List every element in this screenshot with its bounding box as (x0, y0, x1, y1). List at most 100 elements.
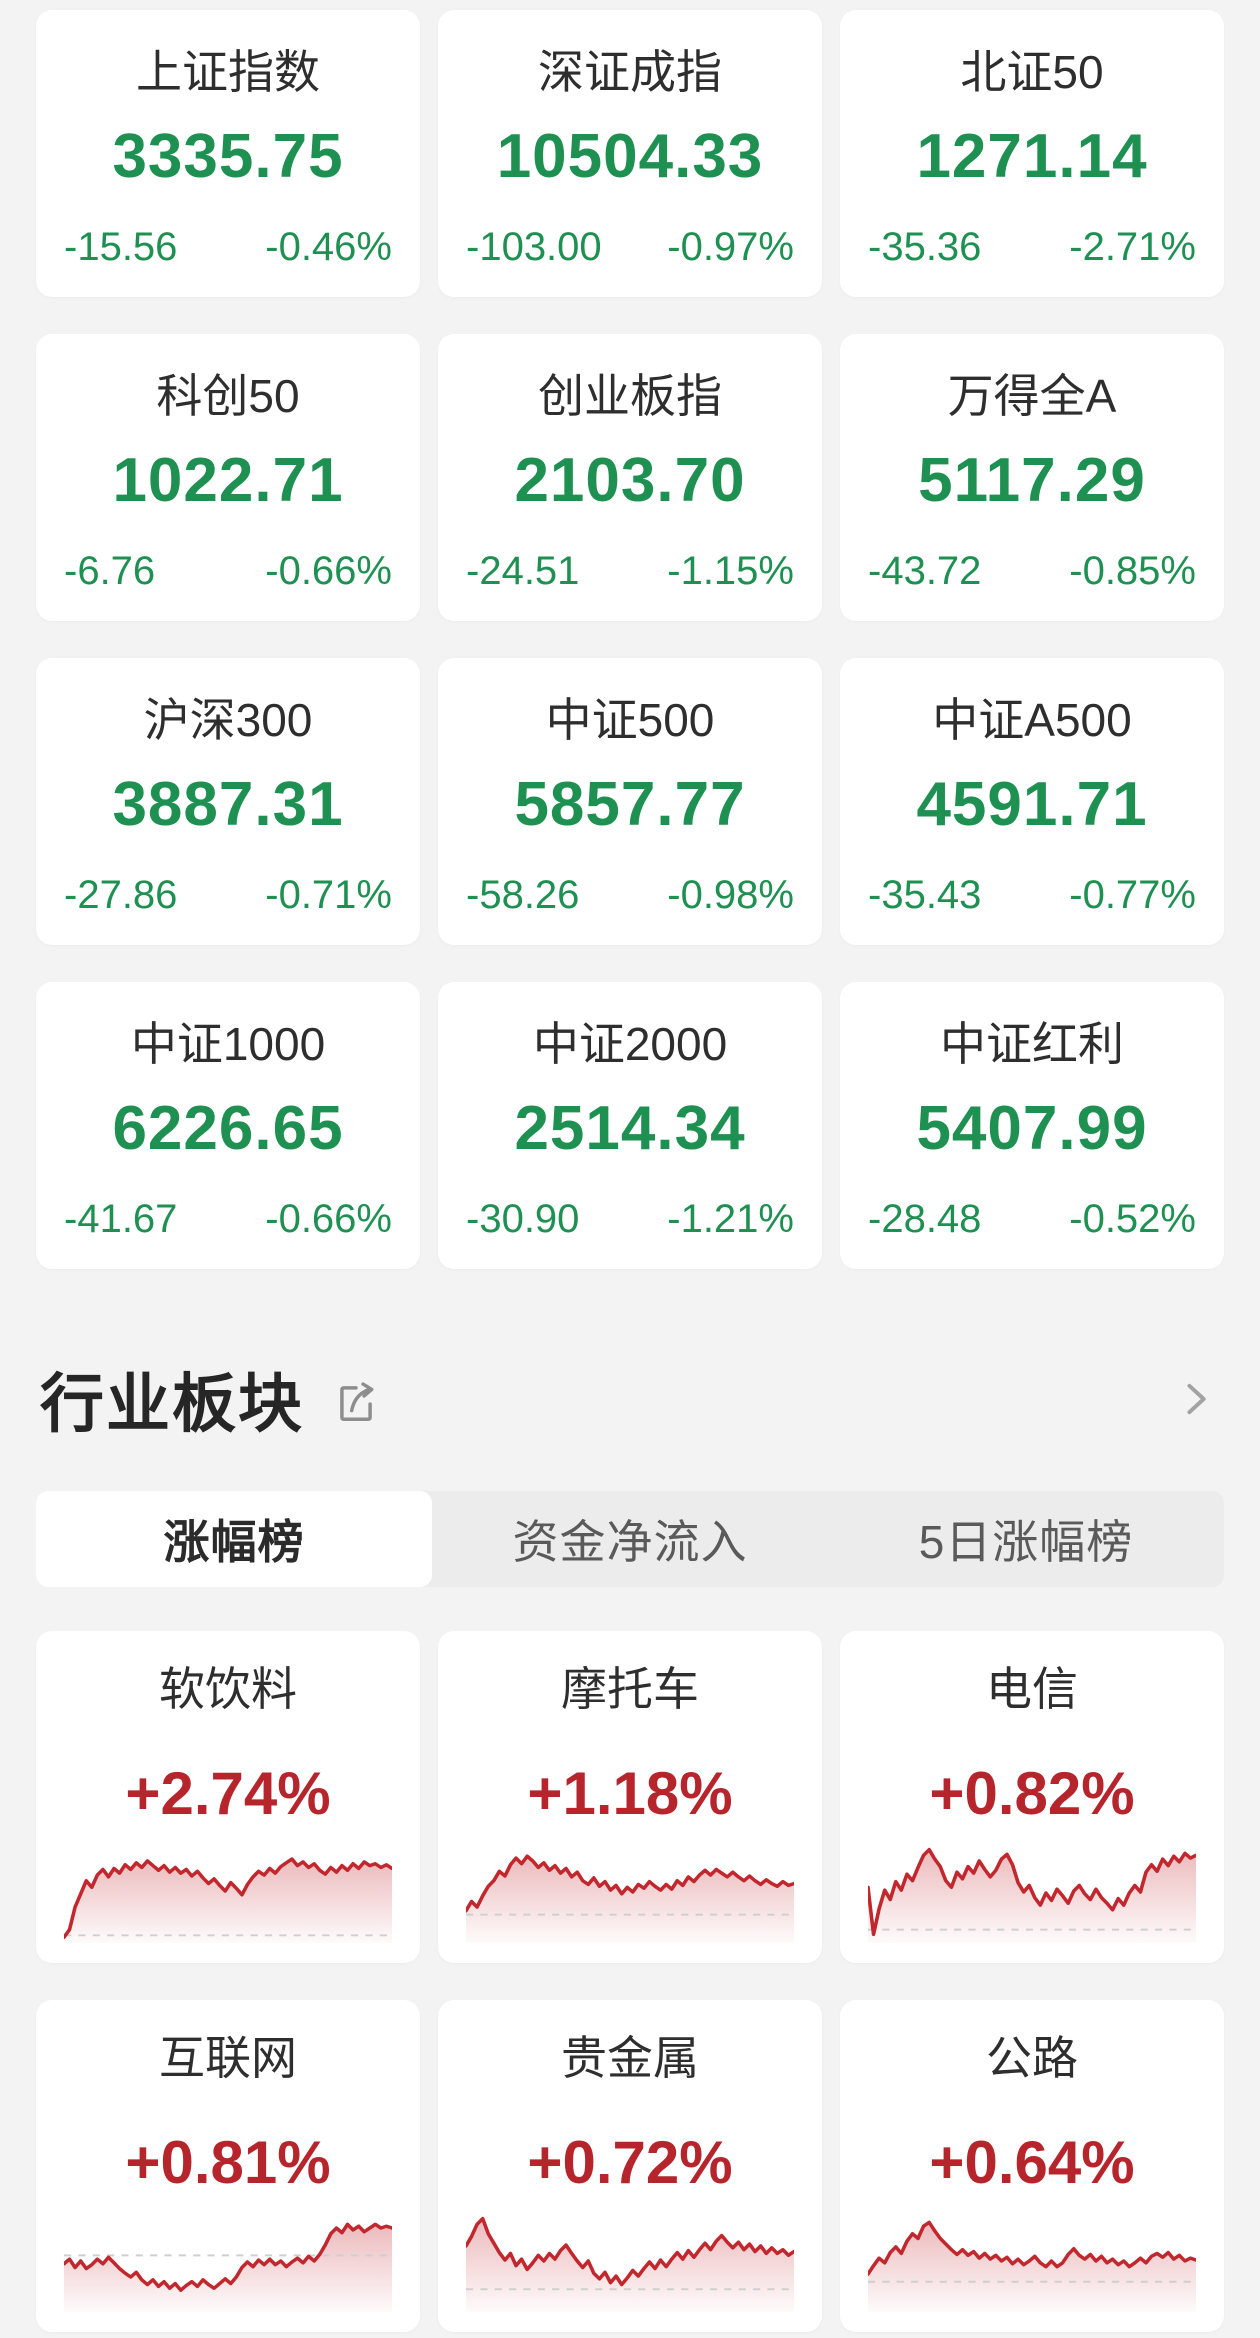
index-card[interactable]: 沪深300 3887.31 -27.86 -0.71% (36, 658, 420, 945)
sector-change-pct: +1.18% (527, 1760, 733, 1827)
index-value: 5857.77 (514, 770, 746, 839)
index-value: 3335.75 (112, 122, 344, 191)
index-value: 4591.71 (916, 770, 1148, 839)
index-value: 5407.99 (916, 1094, 1148, 1163)
index-name: 中证2000 (532, 1018, 728, 1070)
index-change-pct: -0.97% (667, 225, 794, 269)
index-change-pct: -0.98% (667, 873, 794, 917)
index-change-row: -43.72 -0.85% (866, 550, 1198, 592)
sector-change-pct: +0.64% (929, 2129, 1135, 2196)
tab-5day-gainers[interactable]: 5日涨幅榜 (828, 1491, 1224, 1587)
index-value: 3887.31 (112, 770, 344, 839)
tab-net-inflow[interactable]: 资金净流入 (432, 1491, 828, 1587)
sector-name: 贵金属 (561, 2032, 699, 2084)
sector-card[interactable]: 公路 +0.64% (840, 2000, 1224, 2332)
sector-card-grid: 软饮料 +2.74% 摩托车 +1.18% 电信 +0.82% 互联网 +0.8… (36, 1631, 1224, 2332)
index-card[interactable]: 中证2000 2514.34 -30.90 -1.21% (438, 982, 822, 1269)
sector-tab-bar: 涨幅榜 资金净流入 5日涨幅榜 (36, 1491, 1224, 1587)
index-name: 中证A500 (932, 694, 1132, 746)
index-card[interactable]: 万得全A 5117.29 -43.72 -0.85% (840, 334, 1224, 621)
sector-sparkline-chart (868, 2220, 1196, 2312)
index-change-pct: -2.71% (1069, 225, 1196, 269)
index-card[interactable]: 中证500 5857.77 -58.26 -0.98% (438, 658, 822, 945)
sector-sparkline-chart (466, 2216, 794, 2312)
index-change-pct: -0.52% (1069, 1197, 1196, 1241)
index-change-row: -35.36 -2.71% (866, 226, 1198, 268)
share-icon[interactable] (330, 1377, 382, 1429)
index-name: 科创50 (156, 370, 300, 422)
index-value: 2514.34 (514, 1094, 746, 1163)
index-card[interactable]: 科创50 1022.71 -6.76 -0.66% (36, 334, 420, 621)
sector-name: 互联网 (159, 2032, 297, 2084)
tab-label: 5日涨幅榜 (918, 1516, 1134, 1568)
index-value: 1022.71 (112, 446, 344, 515)
sector-change-pct: +0.72% (527, 2129, 733, 2196)
index-change: -35.43 (868, 873, 982, 917)
index-change-pct: -1.15% (667, 549, 794, 593)
sector-sparkline-chart (868, 1847, 1196, 1943)
index-change-row: -58.26 -0.98% (464, 874, 796, 916)
index-change: -103.00 (466, 225, 602, 269)
index-change-row: -28.48 -0.52% (866, 1198, 1198, 1240)
sector-card[interactable]: 软饮料 +2.74% (36, 1631, 420, 1963)
index-change: -27.86 (64, 873, 178, 917)
tab-gainers[interactable]: 涨幅榜 (36, 1491, 432, 1587)
index-value: 1271.14 (916, 122, 1148, 191)
index-name: 上证指数 (136, 46, 320, 98)
index-change-row: -103.00 -0.97% (464, 226, 796, 268)
chevron-right-icon[interactable] (1174, 1377, 1218, 1421)
sector-name: 公路 (986, 2032, 1078, 2084)
index-name: 创业板指 (538, 370, 722, 422)
index-change-pct: -1.21% (667, 1197, 794, 1241)
index-card-grid: 上证指数 3335.75 -15.56 -0.46% 深证成指 10504.33… (36, 10, 1224, 1269)
index-name: 中证500 (545, 694, 715, 746)
sector-card[interactable]: 贵金属 +0.72% (438, 2000, 822, 2332)
index-card[interactable]: 中证A500 4591.71 -35.43 -0.77% (840, 658, 1224, 945)
sector-name: 摩托车 (561, 1663, 699, 1715)
index-value: 2103.70 (514, 446, 746, 515)
sector-sparkline-chart (64, 2222, 392, 2312)
index-value: 6226.65 (112, 1094, 344, 1163)
sector-card[interactable]: 互联网 +0.81% (36, 2000, 420, 2332)
tab-label: 涨幅榜 (163, 1516, 305, 1568)
index-change-row: -27.86 -0.71% (62, 874, 394, 916)
index-change: -41.67 (64, 1197, 178, 1241)
sector-section-header: 行业板块 (36, 1353, 1224, 1445)
index-card[interactable]: 上证指数 3335.75 -15.56 -0.46% (36, 10, 420, 297)
index-name: 中证1000 (130, 1018, 326, 1070)
sector-change-pct: +2.74% (125, 1760, 331, 1827)
sector-change-pct: +0.82% (929, 1760, 1135, 1827)
index-change-row: -6.76 -0.66% (62, 550, 394, 592)
index-change-pct: -0.66% (265, 549, 392, 593)
index-name: 北证50 (960, 46, 1104, 98)
index-change: -15.56 (64, 225, 178, 269)
index-change-pct: -0.85% (1069, 549, 1196, 593)
index-change: -43.72 (868, 549, 982, 593)
index-change-pct: -0.71% (265, 873, 392, 917)
index-change-row: -41.67 -0.66% (62, 1198, 394, 1240)
index-change-row: -35.43 -0.77% (866, 874, 1198, 916)
index-card[interactable]: 中证1000 6226.65 -41.67 -0.66% (36, 982, 420, 1269)
index-change-pct: -0.46% (265, 225, 392, 269)
index-name: 万得全A (947, 370, 1117, 422)
index-change-pct: -0.77% (1069, 873, 1196, 917)
section-title: 行业板块 (40, 1368, 304, 1440)
index-card[interactable]: 北证50 1271.14 -35.36 -2.71% (840, 10, 1224, 297)
sector-sparkline-chart (466, 1854, 794, 1943)
index-name: 深证成指 (538, 46, 722, 98)
index-card[interactable]: 深证成指 10504.33 -103.00 -0.97% (438, 10, 822, 297)
index-change: -35.36 (868, 225, 982, 269)
index-change-row: -24.51 -1.15% (464, 550, 796, 592)
index-value: 10504.33 (496, 122, 764, 191)
index-card[interactable]: 中证红利 5407.99 -28.48 -0.52% (840, 982, 1224, 1269)
index-value: 5117.29 (918, 446, 1146, 515)
index-name: 沪深300 (143, 694, 313, 746)
sector-sparkline-chart (64, 1857, 392, 1943)
index-card[interactable]: 创业板指 2103.70 -24.51 -1.15% (438, 334, 822, 621)
sector-name: 软饮料 (159, 1663, 297, 1715)
sector-card[interactable]: 摩托车 +1.18% (438, 1631, 822, 1963)
sector-change-pct: +0.81% (125, 2129, 331, 2196)
sector-card[interactable]: 电信 +0.82% (840, 1631, 1224, 1963)
index-change-row: -30.90 -1.21% (464, 1198, 796, 1240)
